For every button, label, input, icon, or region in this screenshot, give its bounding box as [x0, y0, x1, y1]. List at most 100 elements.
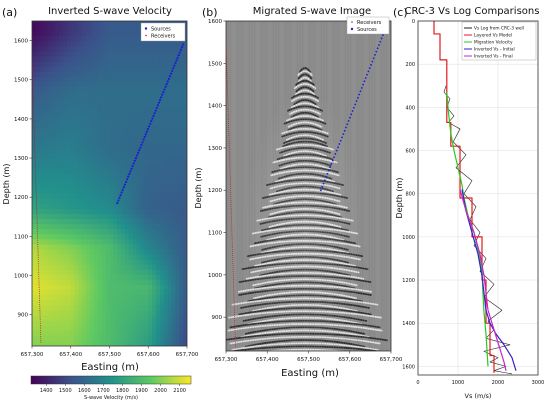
- source-point: [32, 99, 34, 101]
- heatmap-cell: [183, 41, 187, 47]
- heatmap-cell: [175, 203, 180, 210]
- heatmap-cell: [136, 300, 141, 306]
- heatmap-cell: [70, 264, 76, 271]
- heatmap-cell: [156, 81, 161, 88]
- heatmap-cell: [144, 178, 149, 184]
- heatmap-cell: [152, 46, 157, 52]
- heatmap-cell: [167, 178, 172, 184]
- source-point: [231, 224, 233, 226]
- heatmap-cell: [121, 61, 126, 68]
- receiver-point: [179, 48, 183, 51]
- heatmap-cell: [152, 173, 157, 179]
- heatmap-cell: [175, 335, 180, 342]
- heatmap-cell: [55, 127, 60, 134]
- heatmap-cell: [78, 213, 83, 220]
- heatmap-cell: [136, 249, 141, 255]
- heatmap-cell: [78, 122, 83, 129]
- heatmap-cell: [159, 295, 165, 301]
- heatmap-cell: [51, 71, 56, 78]
- receiver-point: [178, 51, 181, 54]
- heatmap-cell: [105, 71, 110, 78]
- heatmap-cell: [105, 239, 110, 245]
- heatmap-cell: [101, 254, 107, 261]
- source-point: [39, 317, 41, 319]
- heatmap-cell: [66, 41, 72, 47]
- heatmap-cell: [163, 203, 169, 210]
- migrated-image: [226, 21, 391, 351]
- heatmap-cell: [152, 41, 157, 47]
- heatmap-cell: [156, 330, 161, 337]
- heatmap-cell: [179, 188, 184, 195]
- heatmap-cell: [70, 274, 76, 281]
- heatmap-cell: [101, 36, 107, 42]
- heatmap-cell: [63, 254, 68, 261]
- heatmap-cell: [78, 198, 83, 205]
- heatmap-cell: [51, 183, 56, 189]
- heatmap-cell: [105, 76, 110, 83]
- heatmap-cell: [159, 137, 165, 144]
- heatmap-cell: [35, 213, 41, 220]
- source-point: [36, 213, 38, 215]
- heatmap-cell: [113, 142, 118, 149]
- heatmap-cell: [66, 193, 72, 200]
- heatmap-cell: [90, 330, 95, 337]
- heatmap-cell: [63, 147, 68, 154]
- heatmap-cell: [125, 249, 130, 255]
- heatmap-cell: [32, 234, 37, 240]
- heatmap-cell: [47, 71, 52, 78]
- heatmap-cell: [82, 340, 87, 346]
- heatmap-cell: [70, 92, 76, 98]
- heatmap-cell: [136, 234, 141, 240]
- heatmap-cell: [86, 112, 91, 118]
- source-point: [231, 242, 233, 244]
- source-point: [33, 106, 34, 108]
- heatmap-cell: [43, 295, 48, 301]
- heatmap-cell: [117, 107, 122, 113]
- heatmap-cell: [167, 168, 172, 174]
- heatmap-cell: [140, 290, 145, 296]
- heatmap-cell: [70, 208, 76, 215]
- source-point: [36, 223, 38, 225]
- heatmap-cell: [148, 153, 153, 159]
- heatmap-cell: [144, 310, 149, 316]
- heatmap-cell: [70, 117, 76, 123]
- heatmap-cell: [179, 127, 184, 134]
- heatmap-cell: [159, 325, 165, 332]
- heatmap-cell: [171, 97, 176, 103]
- heatmap-cell: [90, 21, 95, 27]
- heatmap-cell: [167, 56, 172, 63]
- heatmap-cell: [35, 26, 41, 32]
- heatmap-cell: [125, 224, 130, 230]
- heatmap-cell: [140, 300, 145, 306]
- heatmap-cell: [105, 102, 110, 108]
- heatmap-cell: [105, 320, 110, 327]
- heatmap-cell: [78, 97, 83, 103]
- heatmap-cell: [159, 117, 165, 123]
- source-point: [37, 242, 39, 243]
- heatmap-cell: [125, 127, 130, 134]
- heatmap-cell: [121, 56, 126, 63]
- heatmap-cell: [32, 147, 37, 154]
- heatmap-cell: [55, 269, 60, 276]
- heatmap-cell: [90, 81, 95, 88]
- heatmap-cell: [113, 112, 118, 118]
- source-point: [230, 206, 232, 208]
- heatmap-cell: [51, 132, 56, 139]
- heatmap-cell: [148, 224, 153, 230]
- source-point: [226, 82, 228, 84]
- receiver-point: [128, 172, 131, 176]
- heatmap-cell: [78, 66, 83, 73]
- heatmap-cell: [70, 81, 76, 88]
- heatmap-cell: [113, 198, 118, 205]
- heatmap-cell: [163, 198, 169, 205]
- heatmap-cell: [66, 21, 72, 27]
- heatmap-cell: [43, 269, 48, 276]
- heatmap-cell: [78, 71, 83, 78]
- heatmap-cell: [55, 168, 60, 174]
- heatmap-cell: [70, 87, 76, 93]
- heatmap-cell: [156, 249, 161, 255]
- heatmap-cell: [117, 56, 122, 63]
- heatmap-cell: [82, 315, 87, 322]
- heatmap-cell: [167, 213, 172, 220]
- heatmap-cell: [179, 168, 184, 174]
